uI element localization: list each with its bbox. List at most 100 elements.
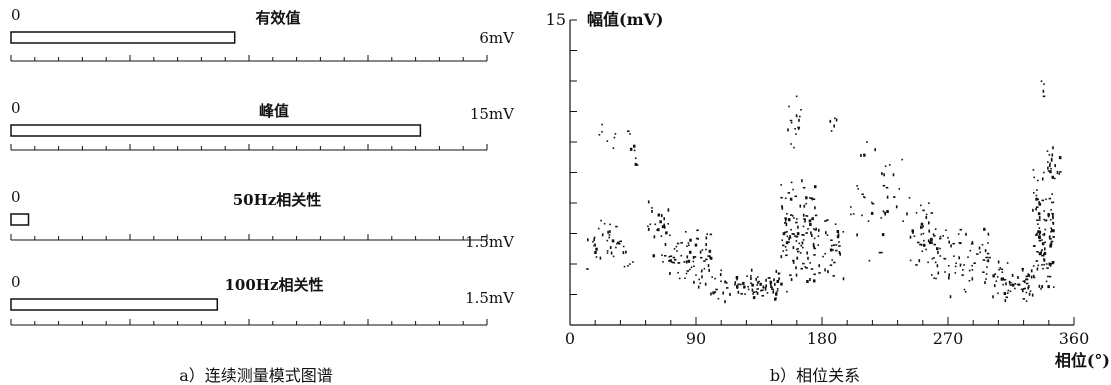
scatter-point bbox=[830, 130, 833, 132]
scatter-point bbox=[1047, 275, 1049, 278]
scatter-point bbox=[985, 273, 988, 275]
scatter-point bbox=[920, 233, 923, 236]
scatter-point bbox=[806, 280, 809, 283]
unit-label: 1.5mV bbox=[465, 233, 515, 251]
scatter-point bbox=[1003, 279, 1007, 281]
scatter-point bbox=[788, 237, 790, 241]
scatter-point bbox=[790, 214, 793, 216]
scatter-point bbox=[795, 235, 799, 238]
scatter-point bbox=[795, 95, 798, 98]
scatter-point bbox=[1048, 197, 1052, 200]
scatter-point bbox=[863, 196, 865, 198]
scatter-point bbox=[724, 300, 726, 304]
scatter-point bbox=[750, 268, 753, 272]
scatter-point bbox=[948, 240, 950, 244]
scatter-point bbox=[1045, 263, 1048, 265]
scatter-point bbox=[790, 143, 792, 145]
scatter-point bbox=[805, 215, 807, 217]
scatter-point bbox=[995, 280, 998, 282]
scatter-point bbox=[1038, 233, 1041, 236]
scatter-point bbox=[939, 237, 942, 240]
scatter-point bbox=[673, 248, 676, 250]
scatter-point bbox=[669, 234, 671, 237]
scatter-point bbox=[597, 227, 600, 230]
scatter-point bbox=[971, 264, 973, 267]
scatter-point bbox=[1043, 83, 1045, 85]
scatter-point bbox=[813, 273, 816, 276]
scatter-point bbox=[664, 243, 667, 246]
x-axis-label: 相位(°) bbox=[1055, 351, 1110, 370]
scatter-point bbox=[676, 242, 680, 245]
scatter-point bbox=[1050, 227, 1052, 229]
scatter-point bbox=[669, 255, 673, 257]
scatter-point bbox=[917, 241, 920, 244]
scatter-point bbox=[789, 274, 792, 276]
scatter-point bbox=[952, 242, 955, 245]
scatter-point bbox=[780, 196, 783, 199]
scatter-point bbox=[660, 235, 663, 237]
scatter-point bbox=[752, 291, 756, 293]
scatter-point bbox=[607, 230, 609, 234]
scatter-point bbox=[795, 273, 798, 277]
scatter-point bbox=[954, 265, 957, 268]
scatter-point bbox=[671, 261, 674, 264]
scatter-point bbox=[689, 250, 692, 254]
scatter-point bbox=[587, 238, 589, 242]
scatter-point bbox=[802, 239, 805, 241]
scatter-point bbox=[719, 273, 722, 277]
scatter-point bbox=[806, 215, 809, 217]
scatter-point bbox=[677, 271, 679, 274]
scatter-point bbox=[774, 282, 776, 286]
scatter-point bbox=[839, 252, 841, 256]
scatter-point bbox=[925, 213, 928, 216]
scatter-point bbox=[792, 246, 795, 250]
scatter-point bbox=[789, 237, 792, 239]
caption-a: a）连续测量模式图谱 bbox=[179, 366, 333, 385]
scatter-point bbox=[764, 287, 767, 291]
scatter-point bbox=[906, 212, 908, 216]
scatter-point bbox=[860, 154, 862, 157]
scatter-point bbox=[701, 269, 703, 272]
scatter-point bbox=[769, 280, 773, 284]
scatter-point bbox=[790, 228, 792, 231]
scatter-point bbox=[592, 240, 594, 243]
scatter-point bbox=[1008, 280, 1011, 284]
scatter-point bbox=[714, 277, 716, 280]
scatter-point bbox=[697, 238, 699, 240]
scatter-point bbox=[885, 186, 889, 189]
min-label: 0 bbox=[11, 188, 21, 206]
scatter-point bbox=[736, 285, 739, 289]
scatter-point bbox=[1050, 167, 1052, 170]
scatter-point bbox=[1054, 177, 1056, 180]
scatter-point bbox=[809, 223, 812, 226]
scatter-point bbox=[629, 147, 633, 151]
scatter-point bbox=[668, 256, 671, 258]
scatter-point bbox=[746, 275, 748, 277]
scatter-point bbox=[705, 236, 708, 240]
scatter-point bbox=[1043, 218, 1045, 221]
scatter-point bbox=[937, 271, 940, 275]
scatter-point bbox=[834, 223, 837, 225]
scatter-point bbox=[804, 219, 806, 223]
scatter-point bbox=[751, 283, 754, 287]
scatter-point bbox=[1048, 154, 1051, 156]
scatter-point bbox=[861, 214, 863, 217]
scatter-point bbox=[765, 284, 767, 288]
scatter-point bbox=[647, 200, 650, 204]
scatter-point bbox=[945, 229, 947, 231]
scatter-point bbox=[782, 250, 785, 252]
scatter-point bbox=[784, 197, 787, 200]
scatter-point bbox=[986, 260, 989, 262]
scatter-point bbox=[711, 276, 713, 278]
scatter-point bbox=[1041, 199, 1044, 202]
scatter-point bbox=[627, 265, 629, 267]
scatter-point bbox=[832, 244, 836, 246]
scatter-point bbox=[971, 278, 974, 281]
scatter-point bbox=[1058, 156, 1062, 159]
scatter-point bbox=[1051, 201, 1053, 204]
scatter-point bbox=[1017, 276, 1019, 279]
scatter-point bbox=[909, 259, 912, 262]
scatter-point bbox=[790, 121, 793, 124]
scatter-point bbox=[677, 262, 681, 264]
scatter-point bbox=[616, 242, 618, 245]
